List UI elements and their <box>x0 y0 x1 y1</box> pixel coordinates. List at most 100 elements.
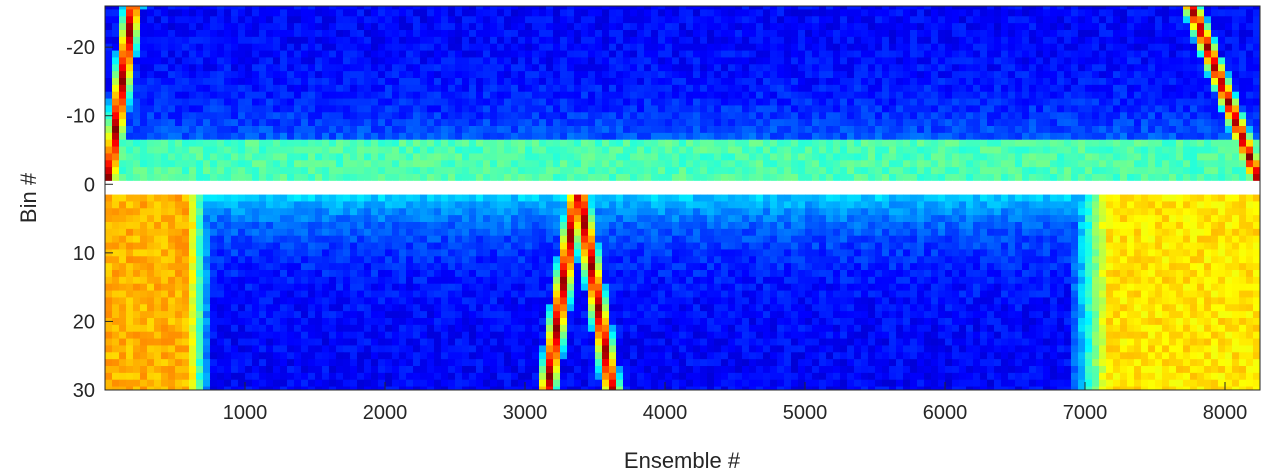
heatmap-cell <box>364 174 372 182</box>
heatmap-cell <box>973 167 981 175</box>
heatmap-cell <box>777 174 785 182</box>
heatmap-cell <box>721 30 729 38</box>
heatmap-cell <box>420 112 428 120</box>
heatmap-cell <box>616 174 624 182</box>
heatmap-cell <box>392 6 400 11</box>
heatmap-cell <box>168 98 176 107</box>
heatmap-cell <box>539 139 547 148</box>
heatmap-cell <box>427 167 435 175</box>
heatmap-cell <box>903 91 911 100</box>
heatmap-cell <box>672 91 680 100</box>
heatmap-cell <box>511 201 519 209</box>
heatmap-cell <box>378 146 386 155</box>
heatmap-cell <box>546 71 554 79</box>
heatmap-cell <box>1176 105 1184 113</box>
heatmap-cell <box>210 167 218 175</box>
heatmap-cell <box>1008 78 1016 86</box>
heatmap-cell <box>1015 160 1023 168</box>
heatmap-cell <box>784 105 792 113</box>
heatmap-cell <box>679 23 687 31</box>
heatmap-cell <box>1029 153 1037 161</box>
heatmap-cell <box>672 180 680 189</box>
heatmap-cell <box>1001 78 1009 86</box>
heatmap-cell <box>1099 6 1107 11</box>
heatmap-cell <box>1015 30 1023 38</box>
heatmap-cell <box>763 71 771 79</box>
heatmap-cell <box>714 146 722 155</box>
heatmap-cell <box>910 180 918 189</box>
heatmap-cell <box>1211 201 1219 209</box>
heatmap-cell <box>280 16 288 24</box>
heatmap-cell <box>420 84 428 93</box>
heatmap-cell <box>266 194 274 203</box>
heatmap-cell <box>567 194 575 203</box>
heatmap-cell <box>707 139 715 148</box>
heatmap-cell <box>546 43 554 52</box>
heatmap-cell <box>861 64 869 72</box>
heatmap-cell <box>504 160 512 168</box>
heatmap-cell <box>1176 84 1184 93</box>
heatmap-cell <box>567 64 575 72</box>
heatmap-cell <box>560 112 568 120</box>
heatmap-cell <box>1036 23 1044 31</box>
heatmap-cell <box>777 187 785 196</box>
heatmap-cell <box>175 126 183 134</box>
heatmap-cell <box>322 30 330 38</box>
heatmap-cell <box>1197 9 1205 17</box>
heatmap-cell <box>1134 174 1142 182</box>
heatmap-cell <box>609 9 617 17</box>
heatmap-cell <box>728 126 736 134</box>
heatmap-cell <box>805 160 813 168</box>
heatmap-cell <box>1155 139 1163 148</box>
heatmap-cell <box>609 84 617 93</box>
heatmap-cell <box>1106 180 1114 189</box>
heatmap-cell <box>1176 98 1184 107</box>
heatmap-cell <box>420 36 428 45</box>
heatmap-cell <box>854 187 862 196</box>
heatmap-cell <box>1050 112 1058 120</box>
heatmap-cell <box>546 50 554 59</box>
heatmap-cell <box>1050 78 1058 86</box>
heatmap-cell <box>413 112 421 120</box>
heatmap-cell <box>1204 160 1212 168</box>
heatmap-cell <box>637 71 645 79</box>
heatmap-cell <box>308 30 316 38</box>
heatmap-cell <box>931 132 939 141</box>
heatmap-cell <box>1036 187 1044 196</box>
heatmap-cell <box>420 160 428 168</box>
heatmap-cell <box>294 43 302 52</box>
heatmap-cell <box>490 194 498 203</box>
heatmap-cell <box>805 30 813 38</box>
heatmap-cell <box>742 71 750 79</box>
heatmap-cell <box>427 64 435 72</box>
heatmap-cell <box>945 187 953 196</box>
heatmap-cell <box>455 64 463 72</box>
heatmap-cell <box>224 64 232 72</box>
heatmap-cell <box>784 187 792 196</box>
heatmap-cell <box>259 78 267 86</box>
heatmap-cell <box>518 119 526 127</box>
heatmap-cell <box>686 16 694 24</box>
heatmap-cell <box>1239 84 1247 93</box>
heatmap-cell <box>434 139 442 148</box>
heatmap-cell <box>434 23 442 31</box>
heatmap-cell <box>644 78 652 86</box>
heatmap-cell <box>203 180 211 189</box>
heatmap-cell <box>539 84 547 93</box>
heatmap-cell <box>126 146 134 155</box>
heatmap-cell <box>966 187 974 196</box>
heatmap-cell <box>1162 201 1170 209</box>
heatmap-cell <box>371 57 379 65</box>
heatmap-cell <box>1071 167 1079 175</box>
heatmap-cell <box>840 174 848 182</box>
heatmap-cell <box>434 50 442 59</box>
heatmap-cell <box>140 194 148 203</box>
heatmap-cell <box>1057 119 1065 127</box>
heatmap-cell <box>357 160 365 168</box>
heatmap-cell <box>630 160 638 168</box>
heatmap-cell <box>1057 139 1065 148</box>
heatmap-cell <box>525 57 533 65</box>
heatmap-cell <box>903 78 911 86</box>
heatmap-cell <box>1092 105 1100 113</box>
heatmap-cell <box>658 160 666 168</box>
